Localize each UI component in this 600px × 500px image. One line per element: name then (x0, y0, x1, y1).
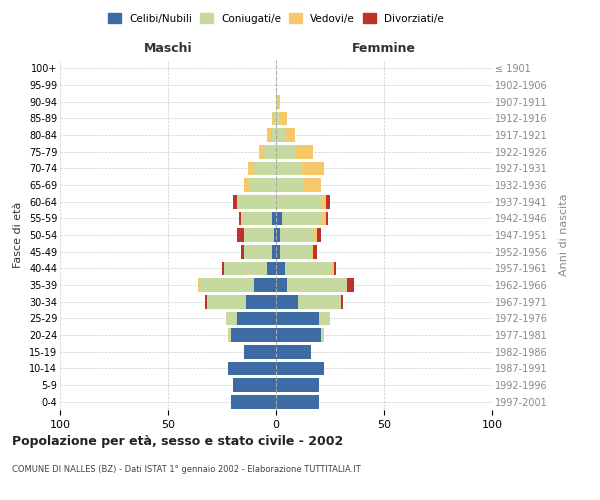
Bar (334, 262, 337, 275)
Bar (237, 195, 276, 208)
Bar (205, 295, 207, 308)
Bar (241, 245, 244, 258)
Bar (276, 245, 280, 258)
Bar (276, 278, 287, 292)
Bar (229, 328, 230, 342)
Bar (284, 262, 332, 275)
Bar (311, 245, 313, 258)
Bar (244, 178, 250, 192)
Bar (276, 345, 311, 358)
Bar (268, 262, 276, 275)
Bar (317, 228, 322, 242)
Bar (254, 162, 276, 175)
Bar (244, 245, 272, 258)
Y-axis label: Fasce di età: Fasce di età (13, 202, 23, 268)
Bar (287, 278, 347, 292)
Text: Femmine: Femmine (352, 42, 416, 55)
Bar (298, 295, 341, 308)
Bar (259, 145, 263, 158)
Bar (272, 212, 276, 225)
Bar (237, 228, 244, 242)
Bar (229, 362, 276, 375)
Bar (304, 178, 322, 192)
Bar (284, 128, 295, 142)
Bar (237, 312, 276, 325)
Bar (276, 95, 278, 108)
Bar (276, 128, 284, 142)
Bar (276, 195, 322, 208)
Bar (280, 112, 287, 125)
Bar (295, 145, 313, 158)
Bar (272, 128, 276, 142)
Bar (230, 328, 276, 342)
Bar (276, 178, 304, 192)
Bar (274, 112, 276, 125)
Bar (222, 262, 224, 275)
Bar (239, 212, 241, 225)
Text: COMUNE DI NALLES (BZ) - Dati ISTAT 1° gennaio 2002 - Elaborazione TUTTITALIA.IT: COMUNE DI NALLES (BZ) - Dati ISTAT 1° ge… (12, 465, 361, 474)
Bar (207, 295, 246, 308)
Bar (276, 395, 319, 408)
Bar (224, 262, 268, 275)
Bar (313, 228, 317, 242)
Bar (233, 378, 276, 392)
Bar (278, 95, 280, 108)
Bar (198, 278, 200, 292)
Y-axis label: Anni di nascita: Anni di nascita (559, 194, 569, 276)
Bar (276, 262, 284, 275)
Bar (250, 178, 276, 192)
Bar (274, 228, 276, 242)
Bar (332, 262, 334, 275)
Bar (233, 195, 237, 208)
Bar (276, 312, 319, 325)
Bar (226, 312, 237, 325)
Text: Popolazione per età, sesso e stato civile - 2002: Popolazione per età, sesso e stato civil… (12, 435, 343, 448)
Bar (276, 228, 280, 242)
Bar (254, 278, 276, 292)
Bar (276, 212, 283, 225)
Bar (280, 228, 313, 242)
Bar (244, 228, 274, 242)
Bar (283, 212, 322, 225)
Bar (241, 212, 272, 225)
Bar (276, 162, 302, 175)
Text: Maschi: Maschi (143, 42, 193, 55)
Bar (276, 362, 323, 375)
Bar (268, 128, 272, 142)
Bar (313, 245, 317, 258)
Bar (230, 395, 276, 408)
Bar (276, 328, 322, 342)
Bar (280, 245, 311, 258)
Bar (322, 212, 326, 225)
Bar (302, 162, 323, 175)
Bar (276, 112, 280, 125)
Bar (272, 112, 274, 125)
Bar (322, 328, 323, 342)
Bar (244, 345, 276, 358)
Bar (326, 212, 328, 225)
Bar (322, 195, 326, 208)
Bar (276, 378, 319, 392)
Bar (319, 312, 330, 325)
Bar (341, 295, 343, 308)
Bar (276, 145, 295, 158)
Bar (263, 145, 276, 158)
Bar (200, 278, 254, 292)
Bar (246, 295, 276, 308)
Legend: Celibi/Nubili, Coniugati/e, Vedovi/e, Divorziati/e: Celibi/Nubili, Coniugati/e, Vedovi/e, Di… (105, 10, 447, 26)
Bar (347, 278, 354, 292)
Bar (276, 295, 298, 308)
Bar (326, 195, 330, 208)
Bar (272, 245, 276, 258)
Bar (248, 162, 254, 175)
